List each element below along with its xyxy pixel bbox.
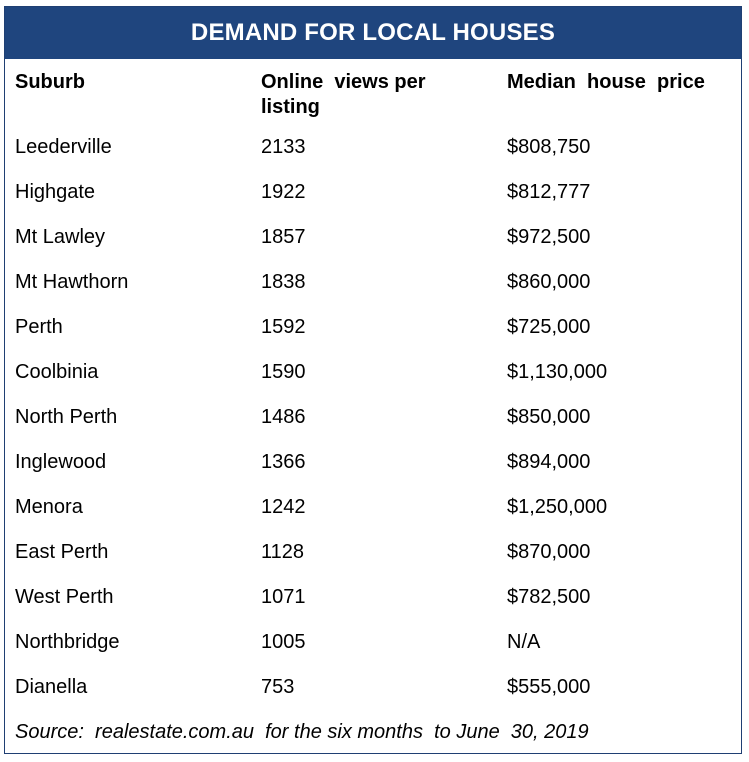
cell-suburb: Mt Lawley [15, 226, 106, 248]
cell-suburb: Leederville [15, 136, 112, 158]
cell-views: 1005 [261, 631, 306, 653]
table-row: Northbridge 1005 N/A [5, 630, 741, 675]
cell-price: $812,777 [507, 181, 591, 203]
cell-price: $972,500 [507, 226, 591, 248]
table-row: East Perth 1128 $870,000 [5, 540, 741, 585]
table-row: Perth 1592 $725,000 [5, 315, 741, 360]
cell-suburb: Highgate [15, 181, 96, 203]
cell-views: 1071 [261, 586, 306, 608]
cell-views: 1592 [261, 316, 306, 338]
cell-views: 1242 [261, 496, 306, 518]
cell-suburb: West Perth [15, 586, 114, 608]
table-row: Mt Hawthorn 1838 $860,000 [5, 270, 741, 315]
cell-price: $1,130,000 [507, 361, 608, 383]
cell-views: 1857 [261, 226, 306, 248]
cell-price: $782,500 [507, 586, 591, 608]
cell-suburb: Menora [15, 496, 83, 518]
table-row: Highgate 1922 $812,777 [5, 180, 741, 225]
cell-price: $894,000 [507, 451, 591, 473]
table-body: Leederville 2133 $808,750 Highgate 1922 … [5, 135, 741, 720]
cell-views: 1366 [261, 451, 306, 473]
cell-suburb: East Perth [15, 541, 109, 563]
table-row: North Perth 1486 $850,000 [5, 405, 741, 450]
cell-views: 2133 [261, 136, 306, 158]
cell-suburb: Mt Hawthorn [15, 271, 129, 293]
cell-suburb: North Perth [15, 406, 118, 428]
cell-views: 1922 [261, 181, 306, 203]
header-suburb: Suburb [15, 71, 85, 93]
table-header-row: Suburb Online views per listing Median h… [5, 70, 741, 122]
header-median-price: Median house price [507, 71, 705, 93]
cell-price: $850,000 [507, 406, 591, 428]
table-row: West Perth 1071 $782,500 [5, 585, 741, 630]
cell-price: $808,750 [507, 136, 591, 158]
cell-price: $725,000 [507, 316, 591, 338]
cell-views: 1590 [261, 361, 306, 383]
cell-views: 753 [261, 676, 295, 698]
table-row: Dianella 753 $555,000 [5, 675, 741, 720]
cell-suburb: Inglewood [15, 451, 107, 473]
cell-views: 1838 [261, 271, 306, 293]
cell-price: $1,250,000 [507, 496, 608, 518]
table-row: Coolbinia 1590 $1,130,000 [5, 360, 741, 405]
header-online-views: Online views per listing [261, 71, 432, 118]
cell-views: 1486 [261, 406, 306, 428]
table-row: Leederville 2133 $808,750 [5, 135, 741, 180]
table-frame: DEMAND FOR LOCAL HOUSES Suburb Online vi… [4, 6, 742, 754]
cell-price: $555,000 [507, 676, 591, 698]
cell-suburb: Dianella [15, 676, 88, 698]
table-row: Menora 1242 $1,250,000 [5, 495, 741, 540]
table-row: Inglewood 1366 $894,000 [5, 450, 741, 495]
table-row: Mt Lawley 1857 $972,500 [5, 225, 741, 270]
cell-views: 1128 [261, 541, 305, 563]
cell-suburb: Coolbinia [15, 361, 99, 383]
cell-price: $870,000 [507, 541, 591, 563]
cell-suburb: Northbridge [15, 631, 120, 653]
source-note: Source: realestate.com.au for the six mo… [15, 721, 589, 743]
table-title: DEMAND FOR LOCAL HOUSES [5, 7, 741, 59]
cell-suburb: Perth [15, 316, 63, 338]
cell-price: $860,000 [507, 271, 591, 293]
cell-price: N/A [507, 631, 541, 653]
